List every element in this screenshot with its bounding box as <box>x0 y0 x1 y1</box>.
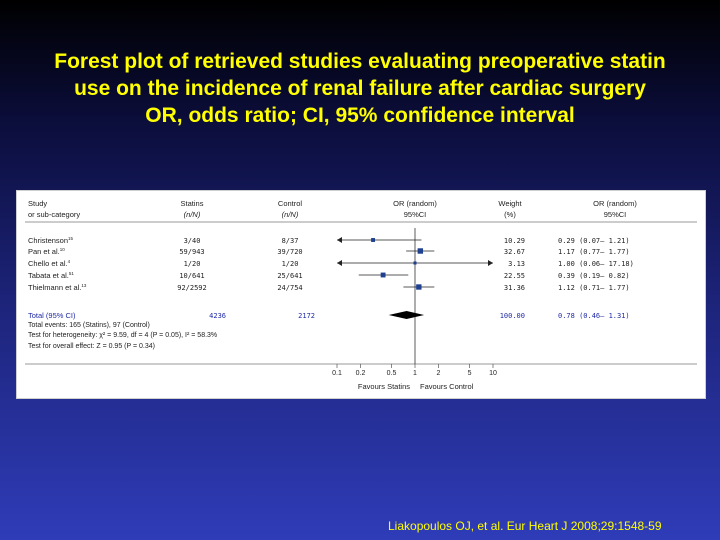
study-statins: 1/20 <box>184 260 201 268</box>
favours-statins-label: Favours Statins <box>358 382 410 391</box>
header-weight-unit: (%) <box>504 210 516 219</box>
header-or-plot: OR (random) <box>393 199 437 208</box>
study-statins: 10/641 <box>179 272 204 280</box>
study-weight: 31.36 <box>504 284 525 292</box>
study-ci-arrow-left <box>337 237 342 243</box>
study-reference: 4 <box>68 259 71 264</box>
study-weight: 32.67 <box>504 248 525 256</box>
footnote: Test for heterogeneity: χ² = 9.59, df = … <box>28 332 217 339</box>
total-weight: 100.00 <box>500 312 525 320</box>
study-or-text: 1.17 (0.77– 1.77) <box>558 248 630 256</box>
x-tick-label: 10 <box>489 370 497 377</box>
title-line-3: OR, odds ratio; CI, 95% confidence inter… <box>145 104 575 127</box>
study-point-estimate <box>380 272 386 278</box>
title-line-1: Forest plot of retrieved studies evaluat… <box>54 50 666 73</box>
title-line-2: use on the incidence of renal failure af… <box>74 77 646 100</box>
study-reference: 13 <box>81 283 87 288</box>
x-tick-label: 2 <box>437 370 441 377</box>
x-tick-label: 0.2 <box>356 370 366 377</box>
study-name: Pan et al.10 <box>28 247 65 256</box>
study-name: Christenson15 <box>28 236 74 245</box>
study-name: Tabata et al.51 <box>28 271 74 280</box>
header-or-plot-ci: 95%CI <box>404 210 427 219</box>
x-tick-label: 5 <box>468 370 472 377</box>
header-subcategory: or sub-category <box>28 210 80 219</box>
total-or-text: 0.78 (0.46– 1.31) <box>558 312 630 320</box>
total-statins: 4236 <box>209 312 226 320</box>
study-point-estimate <box>413 261 417 265</box>
study-statins: 92/2592 <box>177 284 207 292</box>
study-weight: 3.13 <box>508 260 525 268</box>
header-or-text-ci: 95%CI <box>604 210 627 219</box>
header-statins-unit: (n/N) <box>184 210 201 219</box>
x-tick-label: 0.1 <box>332 370 342 377</box>
study-or-text: 0.29 (0.07– 1.21) <box>558 237 630 245</box>
header-weight: Weight <box>498 199 522 208</box>
study-statins: 3/40 <box>184 237 201 245</box>
study-or-text: 1.00 (0.06– 17.18) <box>558 260 634 268</box>
favours-control-label: Favours Control <box>420 382 474 391</box>
study-point-estimate <box>417 248 424 254</box>
citation: Liakopoulos OJ, et al. Eur Heart J 2008;… <box>388 519 662 533</box>
study-control: 39/720 <box>277 248 302 256</box>
forest-plot-panel: Study or sub-category Statins (n/N) Control (… <box>16 190 706 399</box>
total-control: 2172 <box>298 312 315 320</box>
study-control: 24/754 <box>277 284 302 292</box>
study-statins: 59/943 <box>179 248 204 256</box>
forest-plot: Study or sub-category Statins (n/N) Control (… <box>25 199 697 391</box>
study-control: 1/20 <box>282 260 299 268</box>
header-control-unit: (n/N) <box>282 210 299 219</box>
study-control: 25/641 <box>277 272 302 280</box>
total-label: Total (95% CI) <box>28 311 76 320</box>
study-reference: 10 <box>60 247 66 252</box>
study-reference: 15 <box>68 236 74 241</box>
study-control: 8/37 <box>282 237 299 245</box>
study-point-estimate <box>371 238 376 242</box>
x-tick-label: 1 <box>413 370 417 377</box>
header-study: Study <box>28 199 47 208</box>
footnote: Total events: 165 (Statins), 97 (Control… <box>28 322 150 329</box>
study-reference: 51 <box>69 271 75 276</box>
header-control: Control <box>278 199 303 208</box>
header-statins: Statins <box>181 199 204 208</box>
study-name: Chello et al.4 <box>28 259 71 268</box>
study-or-text: 1.12 (0.71– 1.77) <box>558 284 630 292</box>
slide-title: Forest plot of retrieved studies evaluat… <box>0 48 720 129</box>
study-name: Thielmann et al.13 <box>28 283 87 292</box>
footnote: Test for overall effect: Z = 0.95 (P = 0… <box>28 343 155 350</box>
pooled-estimate-diamond <box>388 311 425 319</box>
header-or-text: OR (random) <box>593 199 637 208</box>
study-weight: 10.29 <box>504 237 525 245</box>
x-tick-label: 0.5 <box>387 370 397 377</box>
study-or-text: 0.39 (0.19– 0.82) <box>558 272 630 280</box>
study-point-estimate <box>416 284 422 290</box>
study-weight: 22.55 <box>504 272 525 280</box>
study-ci-arrow-right <box>488 260 493 266</box>
study-ci-arrow-left <box>337 260 342 266</box>
